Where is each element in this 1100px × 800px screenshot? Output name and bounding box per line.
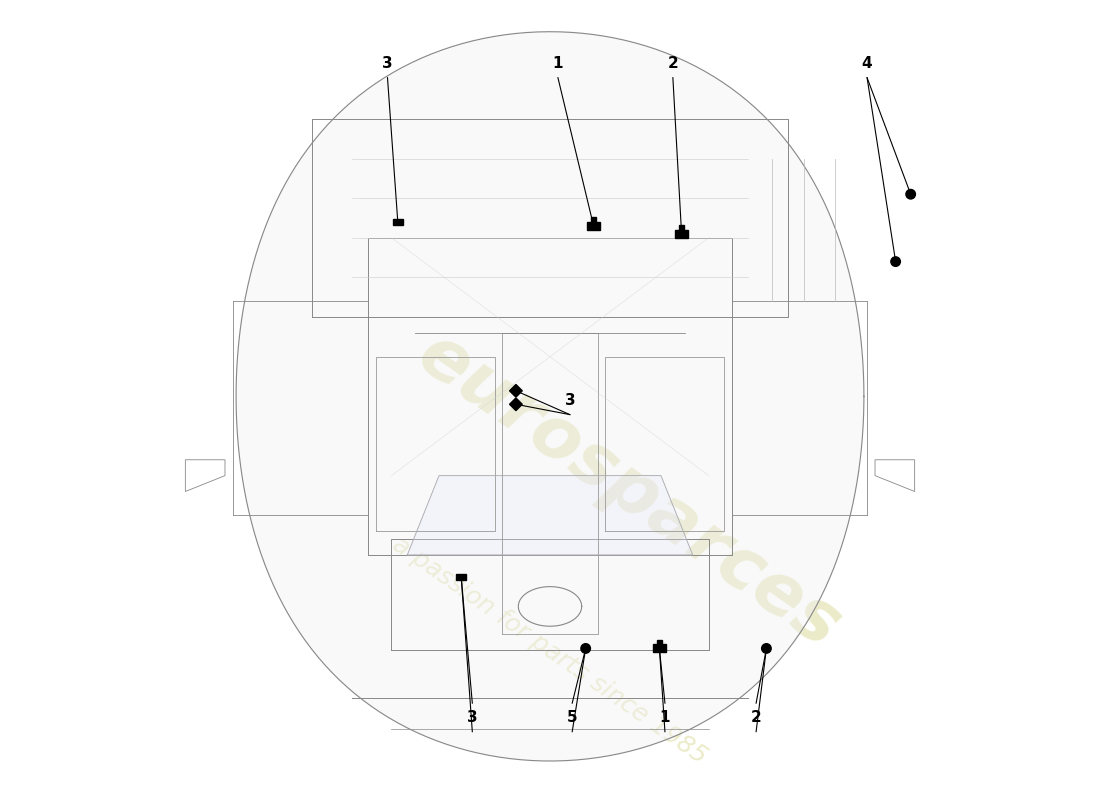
Circle shape <box>581 644 591 653</box>
Bar <box>393 218 403 225</box>
Bar <box>587 222 600 230</box>
Polygon shape <box>509 398 522 410</box>
Bar <box>675 230 688 238</box>
Text: a passion for parts since 1985: a passion for parts since 1985 <box>388 532 712 768</box>
Text: 5: 5 <box>566 710 578 725</box>
Bar <box>657 640 662 645</box>
Polygon shape <box>407 476 693 555</box>
Bar <box>456 574 466 580</box>
Text: 1: 1 <box>660 710 670 725</box>
Text: 4: 4 <box>861 56 872 71</box>
Polygon shape <box>236 32 864 761</box>
Circle shape <box>761 644 771 653</box>
Text: 3: 3 <box>468 710 477 725</box>
Bar <box>653 645 666 653</box>
Bar <box>679 225 684 230</box>
Text: 3: 3 <box>564 393 575 408</box>
Text: 1: 1 <box>552 56 563 71</box>
Circle shape <box>891 257 901 266</box>
Text: 3: 3 <box>382 56 393 71</box>
Text: eurosparces: eurosparces <box>405 320 854 663</box>
Bar <box>591 218 596 222</box>
Text: 2: 2 <box>668 56 679 71</box>
Polygon shape <box>509 385 522 397</box>
Circle shape <box>906 190 915 199</box>
Text: 2: 2 <box>750 710 761 725</box>
